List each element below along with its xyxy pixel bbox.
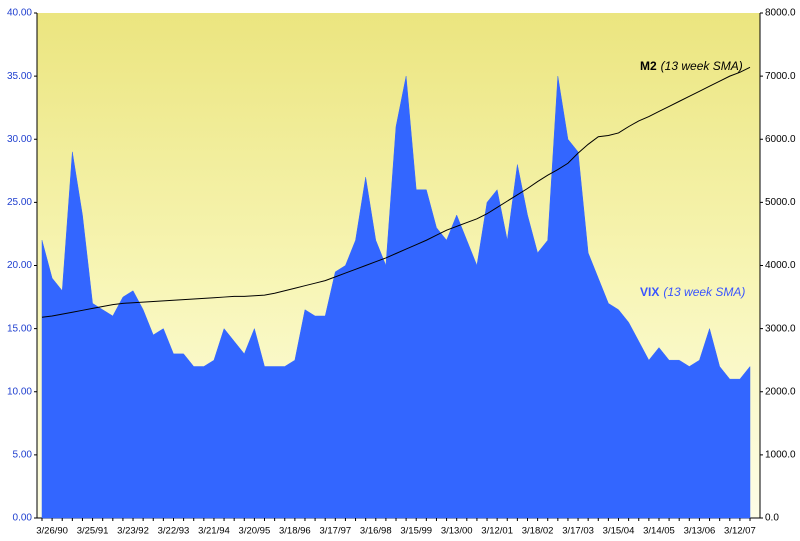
y2-tick-label: 6000.0 xyxy=(765,134,796,145)
y-tick-label: 15.00 xyxy=(7,323,32,334)
x-tick-label: 3/13/00 xyxy=(441,526,473,537)
y2-tick-label: 8000.0 xyxy=(765,8,796,19)
y-tick-label: 25.00 xyxy=(7,197,32,208)
x-tick-label: 3/22/93 xyxy=(158,526,190,537)
x-tick-label: 3/17/97 xyxy=(319,526,351,537)
y2-tick-label: 5000.0 xyxy=(765,197,796,208)
x-tick-label: 3/15/04 xyxy=(603,526,635,537)
x-tick-label: 3/23/92 xyxy=(117,526,149,537)
vix-area xyxy=(41,76,751,519)
x-tick-label: 3/21/94 xyxy=(198,526,230,537)
x-tick-label: 3/18/96 xyxy=(279,526,311,537)
series-name: M2 xyxy=(640,59,657,73)
series-name: VIX xyxy=(640,285,659,299)
y2-tick-label: 7000.0 xyxy=(765,71,796,82)
series-note: (13 week SMA) xyxy=(661,59,743,73)
x-tick-label: 3/17/03 xyxy=(562,526,594,537)
y-tick-label: 0.00 xyxy=(13,513,33,524)
x-tick-label: 3/12/01 xyxy=(481,526,513,537)
x-tick-label: 3/25/91 xyxy=(77,526,109,537)
y2-tick-label: 2000.0 xyxy=(765,386,796,397)
y2-tick-label: 4000.0 xyxy=(765,260,796,271)
x-tick-label: 3/13/06 xyxy=(684,526,716,537)
x-tick-label: 3/26/90 xyxy=(36,526,68,537)
y-tick-label: 35.00 xyxy=(7,71,32,82)
x-tick-label: 3/18/02 xyxy=(522,526,554,537)
y2-tick-label: 1000.0 xyxy=(765,450,796,461)
series-label: VIX (13 week SMA) xyxy=(640,285,745,299)
x-tick-label: 3/15/99 xyxy=(400,526,432,537)
y-tick-label: 40.00 xyxy=(7,8,32,19)
y-tick-label: 20.00 xyxy=(7,260,32,271)
y-tick-label: 5.00 xyxy=(13,450,33,461)
x-tick-label: 3/20/95 xyxy=(239,526,271,537)
series-note: (13 week SMA) xyxy=(663,285,745,299)
x-tick-label: 3/16/98 xyxy=(360,526,392,537)
y-tick-label: 10.00 xyxy=(7,386,32,397)
y2-tick-label: 0.0 xyxy=(765,513,779,524)
y2-tick-label: 3000.0 xyxy=(765,323,796,334)
y-tick-label: 30.00 xyxy=(7,134,32,145)
series-label: M2 (13 week SMA) xyxy=(640,59,743,73)
x-tick-label: 3/12/07 xyxy=(724,526,756,537)
x-tick-label: 3/14/05 xyxy=(643,526,675,537)
m2-line xyxy=(41,66,751,318)
